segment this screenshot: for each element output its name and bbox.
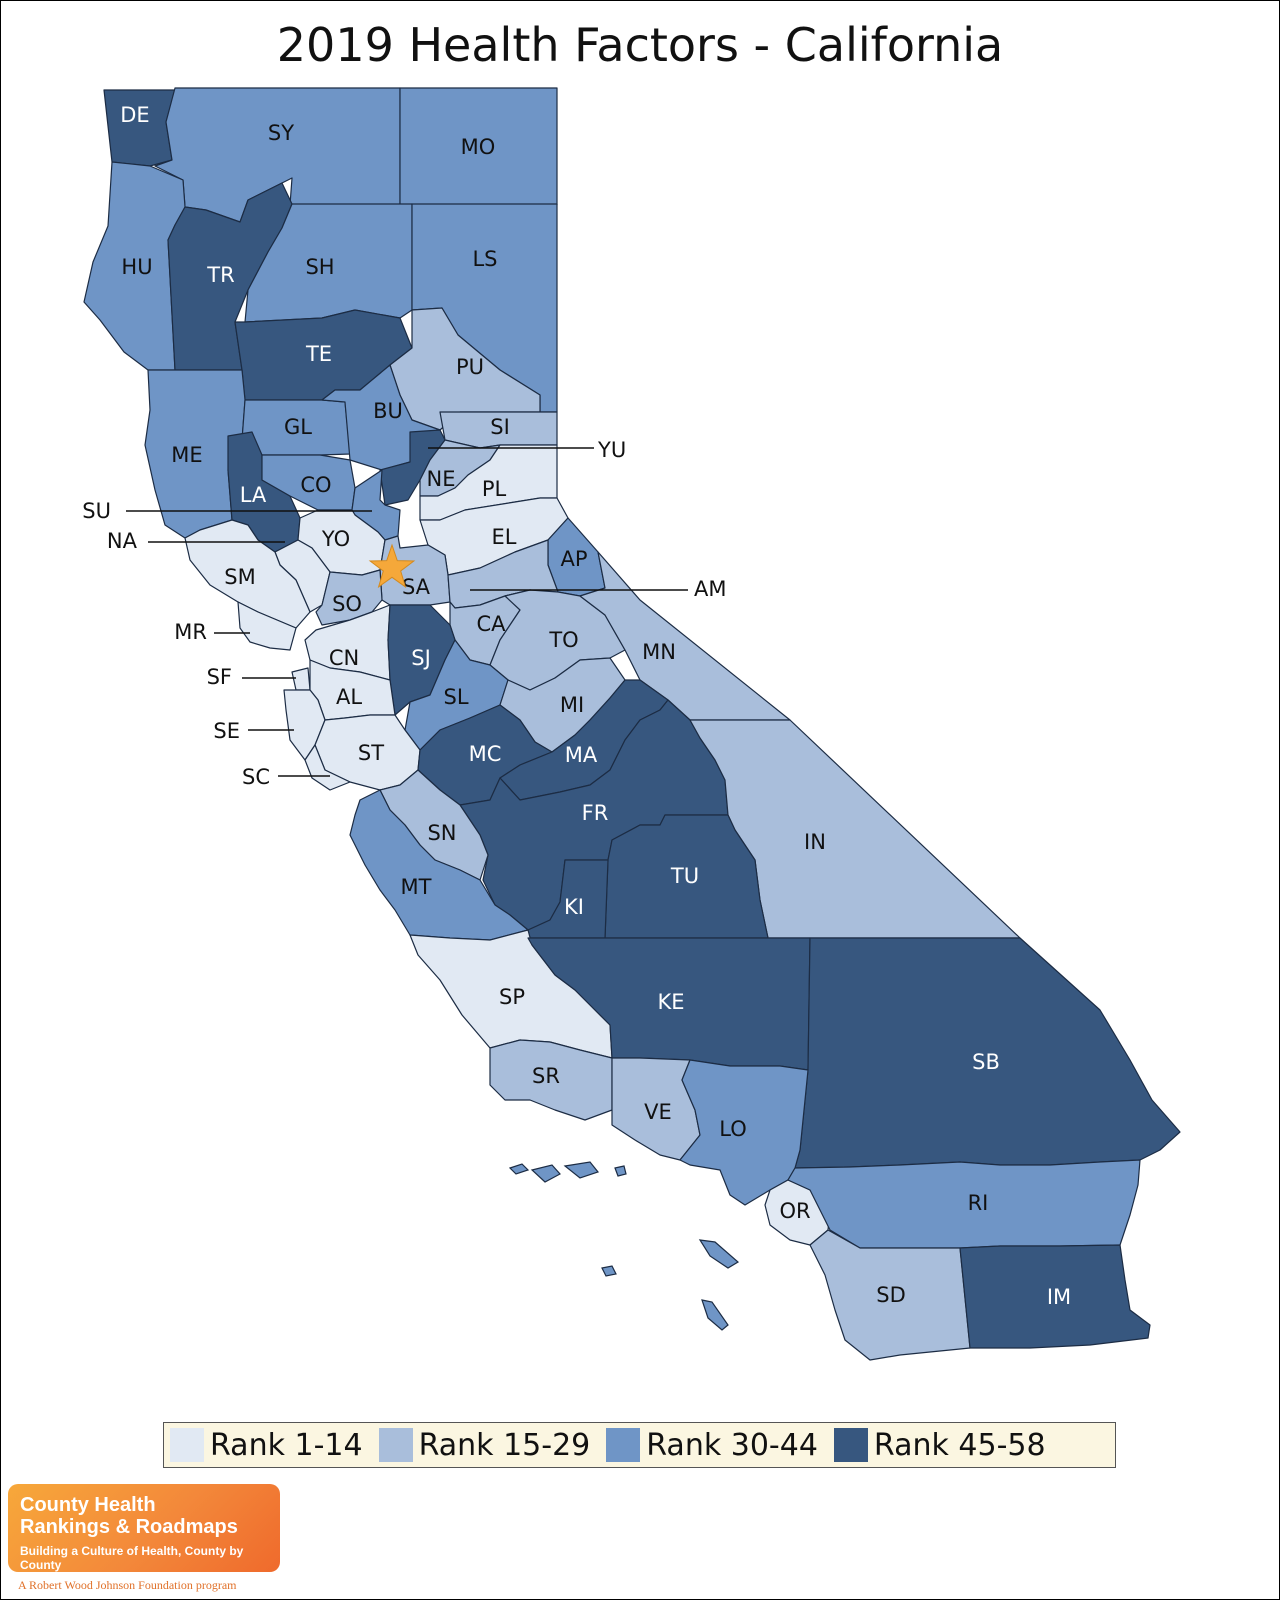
county-label-st: ST bbox=[358, 741, 384, 765]
county-mr[interactable] bbox=[237, 601, 297, 651]
county-sr[interactable] bbox=[489, 1039, 613, 1121]
county-lo[interactable] bbox=[679, 1059, 809, 1206]
county-label-ls: LS bbox=[472, 247, 497, 271]
county-sd[interactable] bbox=[809, 1229, 971, 1361]
county-label-mi: MI bbox=[560, 693, 584, 717]
county-ri[interactable] bbox=[787, 1159, 1141, 1249]
island-shape bbox=[614, 1165, 627, 1177]
logo-tagline: Building a Culture of Health, County by … bbox=[20, 1544, 244, 1572]
legend-swatch bbox=[378, 1428, 413, 1462]
county-label-sd: SD bbox=[876, 1283, 906, 1307]
island-shape bbox=[508, 1163, 530, 1175]
legend-label: Rank 15-29 bbox=[418, 1427, 591, 1463]
island-shape bbox=[563, 1161, 600, 1179]
legend-swatch bbox=[170, 1428, 204, 1462]
island-shape bbox=[601, 1265, 617, 1277]
county-label-sy: SY bbox=[268, 121, 294, 145]
state-capital-star-icon bbox=[368, 543, 416, 589]
county-label-la: LA bbox=[240, 483, 267, 507]
county-label-mc: MC bbox=[469, 742, 502, 766]
county-label-se: SE bbox=[213, 719, 240, 743]
county-mt[interactable] bbox=[349, 789, 529, 941]
county-de[interactable] bbox=[103, 89, 176, 167]
county-label-sn: SN bbox=[427, 821, 456, 845]
county-label-sm: SM bbox=[224, 565, 255, 589]
county-label-mo: MO bbox=[461, 135, 496, 159]
county-label-hu: HU bbox=[121, 255, 152, 279]
county-label-ma: MA bbox=[565, 743, 598, 767]
county-label-mt: MT bbox=[401, 875, 432, 899]
county-label-or: OR bbox=[779, 1199, 810, 1223]
county-label-ca: CA bbox=[476, 612, 506, 636]
county-label-pu: PU bbox=[456, 355, 484, 379]
legend-item-rank-45-58: Rank 45-58 bbox=[833, 1427, 1046, 1463]
county-label-sh: SH bbox=[305, 255, 334, 279]
island-shape bbox=[530, 1164, 561, 1183]
county-label-ke: KE bbox=[657, 990, 684, 1014]
county-label-am: AM bbox=[694, 577, 726, 601]
legend-label: Rank 30-44 bbox=[646, 1427, 818, 1463]
county-label-sr: SR bbox=[532, 1064, 560, 1088]
county-label-in: IN bbox=[804, 830, 826, 854]
county-label-si: SI bbox=[490, 415, 510, 439]
county-label-sc: SC bbox=[242, 765, 270, 789]
legend-item-rank-1-14: Rank 1-14 bbox=[170, 1428, 363, 1463]
county-label-ne: NE bbox=[427, 467, 456, 491]
island-shape bbox=[701, 1299, 729, 1331]
county-sf[interactable] bbox=[291, 667, 311, 691]
county-label-yo: YO bbox=[321, 527, 350, 551]
county-sm[interactable] bbox=[184, 519, 311, 629]
legend-item-rank-30-44: Rank 30-44 bbox=[606, 1428, 818, 1463]
county-label-bu: BU bbox=[373, 399, 403, 423]
logo-title-line2: Rankings & Roadmaps bbox=[20, 1516, 238, 1538]
county-label-ri: RI bbox=[968, 1191, 989, 1215]
legend-label: Rank 45-58 bbox=[873, 1427, 1046, 1463]
county-label-ki: KI bbox=[564, 895, 584, 919]
county-yu[interactable] bbox=[379, 429, 446, 506]
county-sc[interactable] bbox=[304, 744, 351, 791]
county-label-pl: PL bbox=[482, 477, 507, 501]
county-label-im: IM bbox=[1047, 1285, 1071, 1309]
legend-label: Rank 1-14 bbox=[210, 1427, 363, 1463]
county-label-cn: CN bbox=[329, 646, 359, 670]
county-label-ve: VE bbox=[644, 1100, 672, 1124]
county-label-mr: MR bbox=[174, 620, 207, 644]
county-label-te: TE bbox=[305, 342, 332, 366]
map-title: 2019 Health Factors - California bbox=[276, 18, 1004, 72]
legend-item-rank-15-29: Rank 15-29 bbox=[378, 1427, 591, 1463]
county-label-gl: GL bbox=[284, 415, 312, 439]
county-label-fr: FR bbox=[582, 801, 609, 825]
county-label-ap: AP bbox=[560, 547, 587, 571]
county-health-rankings-logo: County Health Rankings & Roadmaps Buildi… bbox=[8, 1484, 280, 1572]
county-label-lo: LO bbox=[719, 1117, 746, 1141]
county-label-na: NA bbox=[107, 529, 138, 553]
county-label-mn: MN bbox=[642, 640, 676, 664]
county-label-tu: TU bbox=[670, 864, 699, 888]
county-label-de: DE bbox=[120, 103, 149, 127]
county-label-sf: SF bbox=[207, 665, 232, 689]
county-label-so: SO bbox=[332, 592, 362, 616]
county-label-tr: TR bbox=[206, 263, 234, 287]
county-label-co: CO bbox=[300, 473, 331, 497]
county-label-to: TO bbox=[548, 628, 578, 652]
logo-title-line1: County Health bbox=[20, 1494, 156, 1516]
county-label-sa: SA bbox=[402, 575, 431, 599]
county-label-sl: SL bbox=[443, 685, 468, 709]
county-im[interactable] bbox=[959, 1244, 1151, 1349]
county-label-sb: SB bbox=[972, 1050, 1000, 1074]
county-label-me: ME bbox=[171, 443, 202, 467]
county-label-sp: SP bbox=[499, 985, 525, 1009]
foundation-credit: A Robert Wood Johnson Foundation program bbox=[18, 1578, 237, 1592]
legend-swatch bbox=[606, 1428, 641, 1462]
county-label-sj: SJ bbox=[411, 646, 431, 670]
legend-swatch bbox=[833, 1428, 868, 1462]
county-label-el: EL bbox=[492, 525, 517, 549]
island-shape bbox=[698, 1239, 740, 1269]
county-label-al: AL bbox=[336, 685, 362, 709]
county-label-su: SU bbox=[82, 499, 111, 523]
county-label-yu: YU bbox=[597, 438, 626, 462]
map-legend: Rank 1-14 Rank 15-29 Rank 30-44 Rank 45-… bbox=[163, 1422, 1116, 1468]
